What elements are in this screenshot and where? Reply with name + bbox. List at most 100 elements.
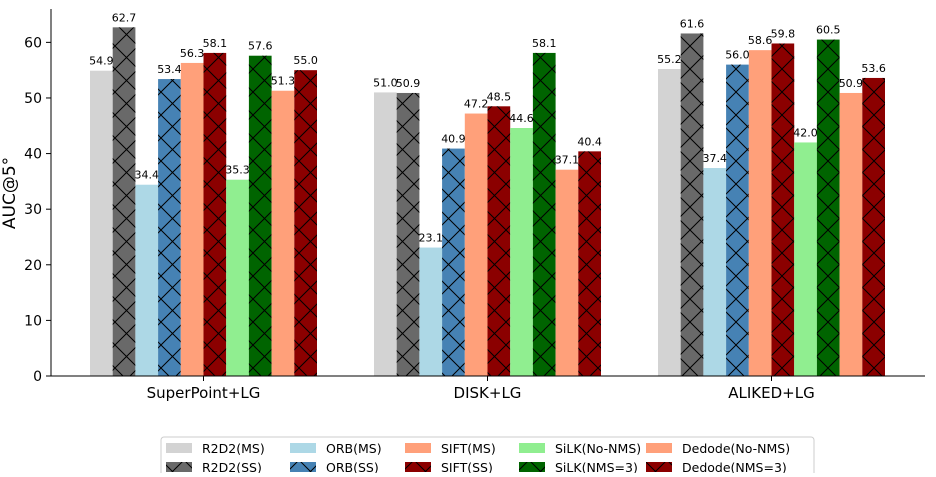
value-label: 60.5 <box>816 24 841 37</box>
bar-sift-ms-aliked-lg <box>748 50 772 377</box>
y-tick-label: 0 <box>33 369 42 385</box>
bar-hatch-sift-ss-aliked-lg <box>771 43 795 376</box>
y-tick-label: 20 <box>24 258 42 274</box>
value-label: 56.0 <box>725 49 750 62</box>
bar-hatch-silk-nms-3-aliked-lg <box>816 39 840 376</box>
y-tick-label: 50 <box>24 91 42 107</box>
bar-silk-no-nms-aliked-lg <box>794 142 817 376</box>
legend-swatch-hatch <box>405 462 431 472</box>
legend-swatch <box>166 443 192 453</box>
value-label: 47.2 <box>464 98 489 111</box>
bar-hatch-dedode-nms-3-superpoint-lg <box>294 70 317 377</box>
y-tick-label: 60 <box>24 35 42 51</box>
bar-hatch-dedode-nms-3-aliked-lg <box>862 77 885 376</box>
legend-swatch <box>519 443 545 453</box>
bar-orb-ms-superpoint-lg <box>135 184 159 376</box>
legend-label: ORB(SS) <box>326 460 379 473</box>
value-label: 50.9 <box>396 77 421 90</box>
value-label: 37.1 <box>555 154 580 167</box>
legend-label: SiLK(NMS=3) <box>555 460 638 473</box>
legend-item-dedode-no-nms: Dedode(No-NMS) <box>646 441 790 456</box>
bar-silk-no-nms-superpoint-lg <box>226 179 249 376</box>
legend-label: Dedode(NMS=3) <box>682 460 787 473</box>
x-tick-label-aliked-lg: ALIKED+LG <box>728 384 814 402</box>
value-label: 55.0 <box>293 54 318 67</box>
value-label: 40.9 <box>441 133 466 146</box>
value-label: 40.4 <box>577 135 602 148</box>
legend-swatch-hatch <box>646 462 672 472</box>
bar-dedode-no-nms-superpoint-lg <box>271 90 295 377</box>
legend-item-sift-ms: SIFT(MS) <box>405 441 496 456</box>
value-label: 50.9 <box>839 77 864 90</box>
bar-dedode-no-nms-disk-lg <box>555 169 579 376</box>
value-label: 58.6 <box>748 34 773 47</box>
legend-item-sift-ss: SIFT(SS) <box>405 460 493 475</box>
legend-swatch-hatch <box>166 462 192 472</box>
legend-label: R2D2(SS) <box>202 460 262 473</box>
legend-swatch-hatch <box>290 462 316 472</box>
legend-item-r2d2-ms: R2D2(MS) <box>166 441 265 456</box>
value-label: 56.3 <box>180 47 205 60</box>
bar-hatch-orb-ss-aliked-lg <box>726 64 749 377</box>
value-label: 48.5 <box>487 90 512 103</box>
bar-hatch-sift-ss-disk-lg <box>487 106 511 376</box>
value-label: 59.8 <box>771 27 796 40</box>
bar-dedode-no-nms-aliked-lg <box>839 92 863 376</box>
y-tick-label: 40 <box>24 147 42 163</box>
bar-r2d2-ms-aliked-lg <box>658 69 681 377</box>
x-tick-label-superpoint-lg: SuperPoint+LG <box>147 384 261 402</box>
legend-item-dedode-nms-3: Dedode(NMS=3) <box>646 460 787 475</box>
value-label: 53.4 <box>157 63 182 76</box>
legend: R2D2(MS) R2D2(SS) ORB(MS) ORB(SS) SIFT(MS) SI… <box>160 436 815 477</box>
value-label: 58.1 <box>203 37 228 50</box>
bar-hatch-r2d2-ss-superpoint-lg <box>112 27 136 376</box>
value-label: 61.6 <box>680 17 705 30</box>
bar-hatch-orb-ss-disk-lg <box>442 148 465 376</box>
legend-swatch <box>405 443 431 453</box>
value-label: 53.6 <box>861 62 886 75</box>
legend-label: SiLK(No-NMS) <box>555 441 641 456</box>
value-label: 62.7 <box>112 11 137 24</box>
bar-hatch-r2d2-ss-disk-lg <box>396 92 420 376</box>
value-labels-layer: 54.962.734.453.456.358.135.357.651.355.0… <box>89 11 886 244</box>
value-label: 34.4 <box>135 169 160 182</box>
bar-hatch-dedode-nms-3-disk-lg <box>578 151 601 376</box>
y-tick-label: 30 <box>24 202 42 218</box>
value-label: 54.9 <box>89 55 114 68</box>
legend-label: ORB(MS) <box>326 441 382 456</box>
bar-r2d2-ms-superpoint-lg <box>90 70 113 376</box>
x-tick-label-disk-lg: DISK+LG <box>454 384 522 402</box>
legend-item-silk-no-nms: SiLK(No-NMS) <box>519 441 641 456</box>
legend-swatch <box>646 443 672 453</box>
value-label: 37.4 <box>703 152 728 165</box>
value-label: 57.6 <box>248 40 273 53</box>
value-label: 42.0 <box>793 126 818 139</box>
legend-item-silk-nms-3: SiLK(NMS=3) <box>519 460 638 475</box>
legend-label: Dedode(No-NMS) <box>682 441 790 456</box>
axes-layer: 0 10 20 30 40 50 60 SuperPoint+LG DISK+LG ALIKED+… <box>0 9 925 402</box>
value-label: 51.0 <box>373 76 398 89</box>
bar-hatch-sift-ss-superpoint-lg <box>203 52 227 377</box>
bar-orb-ms-aliked-lg <box>703 168 727 376</box>
legend-item-r2d2-ss: R2D2(SS) <box>166 460 262 475</box>
legend-label: SIFT(MS) <box>441 441 496 456</box>
legend-swatch <box>290 443 316 453</box>
value-label: 58.1 <box>532 37 557 50</box>
value-label: 51.3 <box>271 75 296 88</box>
bar-hatch-silk-nms-3-superpoint-lg <box>248 55 272 377</box>
value-label: 35.3 <box>225 164 250 177</box>
y-axis-label: AUC@5° <box>0 157 20 229</box>
value-label: 23.1 <box>419 232 444 245</box>
legend-label: R2D2(MS) <box>202 441 265 456</box>
legend-item-orb-ms: ORB(MS) <box>290 441 382 456</box>
bars-layer <box>90 27 885 377</box>
value-label: 44.6 <box>509 112 534 125</box>
bar-silk-no-nms-disk-lg <box>510 128 533 376</box>
bar-sift-ms-disk-lg <box>464 113 488 376</box>
bar-sift-ms-superpoint-lg <box>180 62 204 376</box>
bar-hatch-r2d2-ss-aliked-lg <box>680 33 704 376</box>
value-label: 55.2 <box>657 53 682 66</box>
bar-hatch-orb-ss-superpoint-lg <box>158 79 181 376</box>
legend-swatch-hatch <box>519 462 545 472</box>
